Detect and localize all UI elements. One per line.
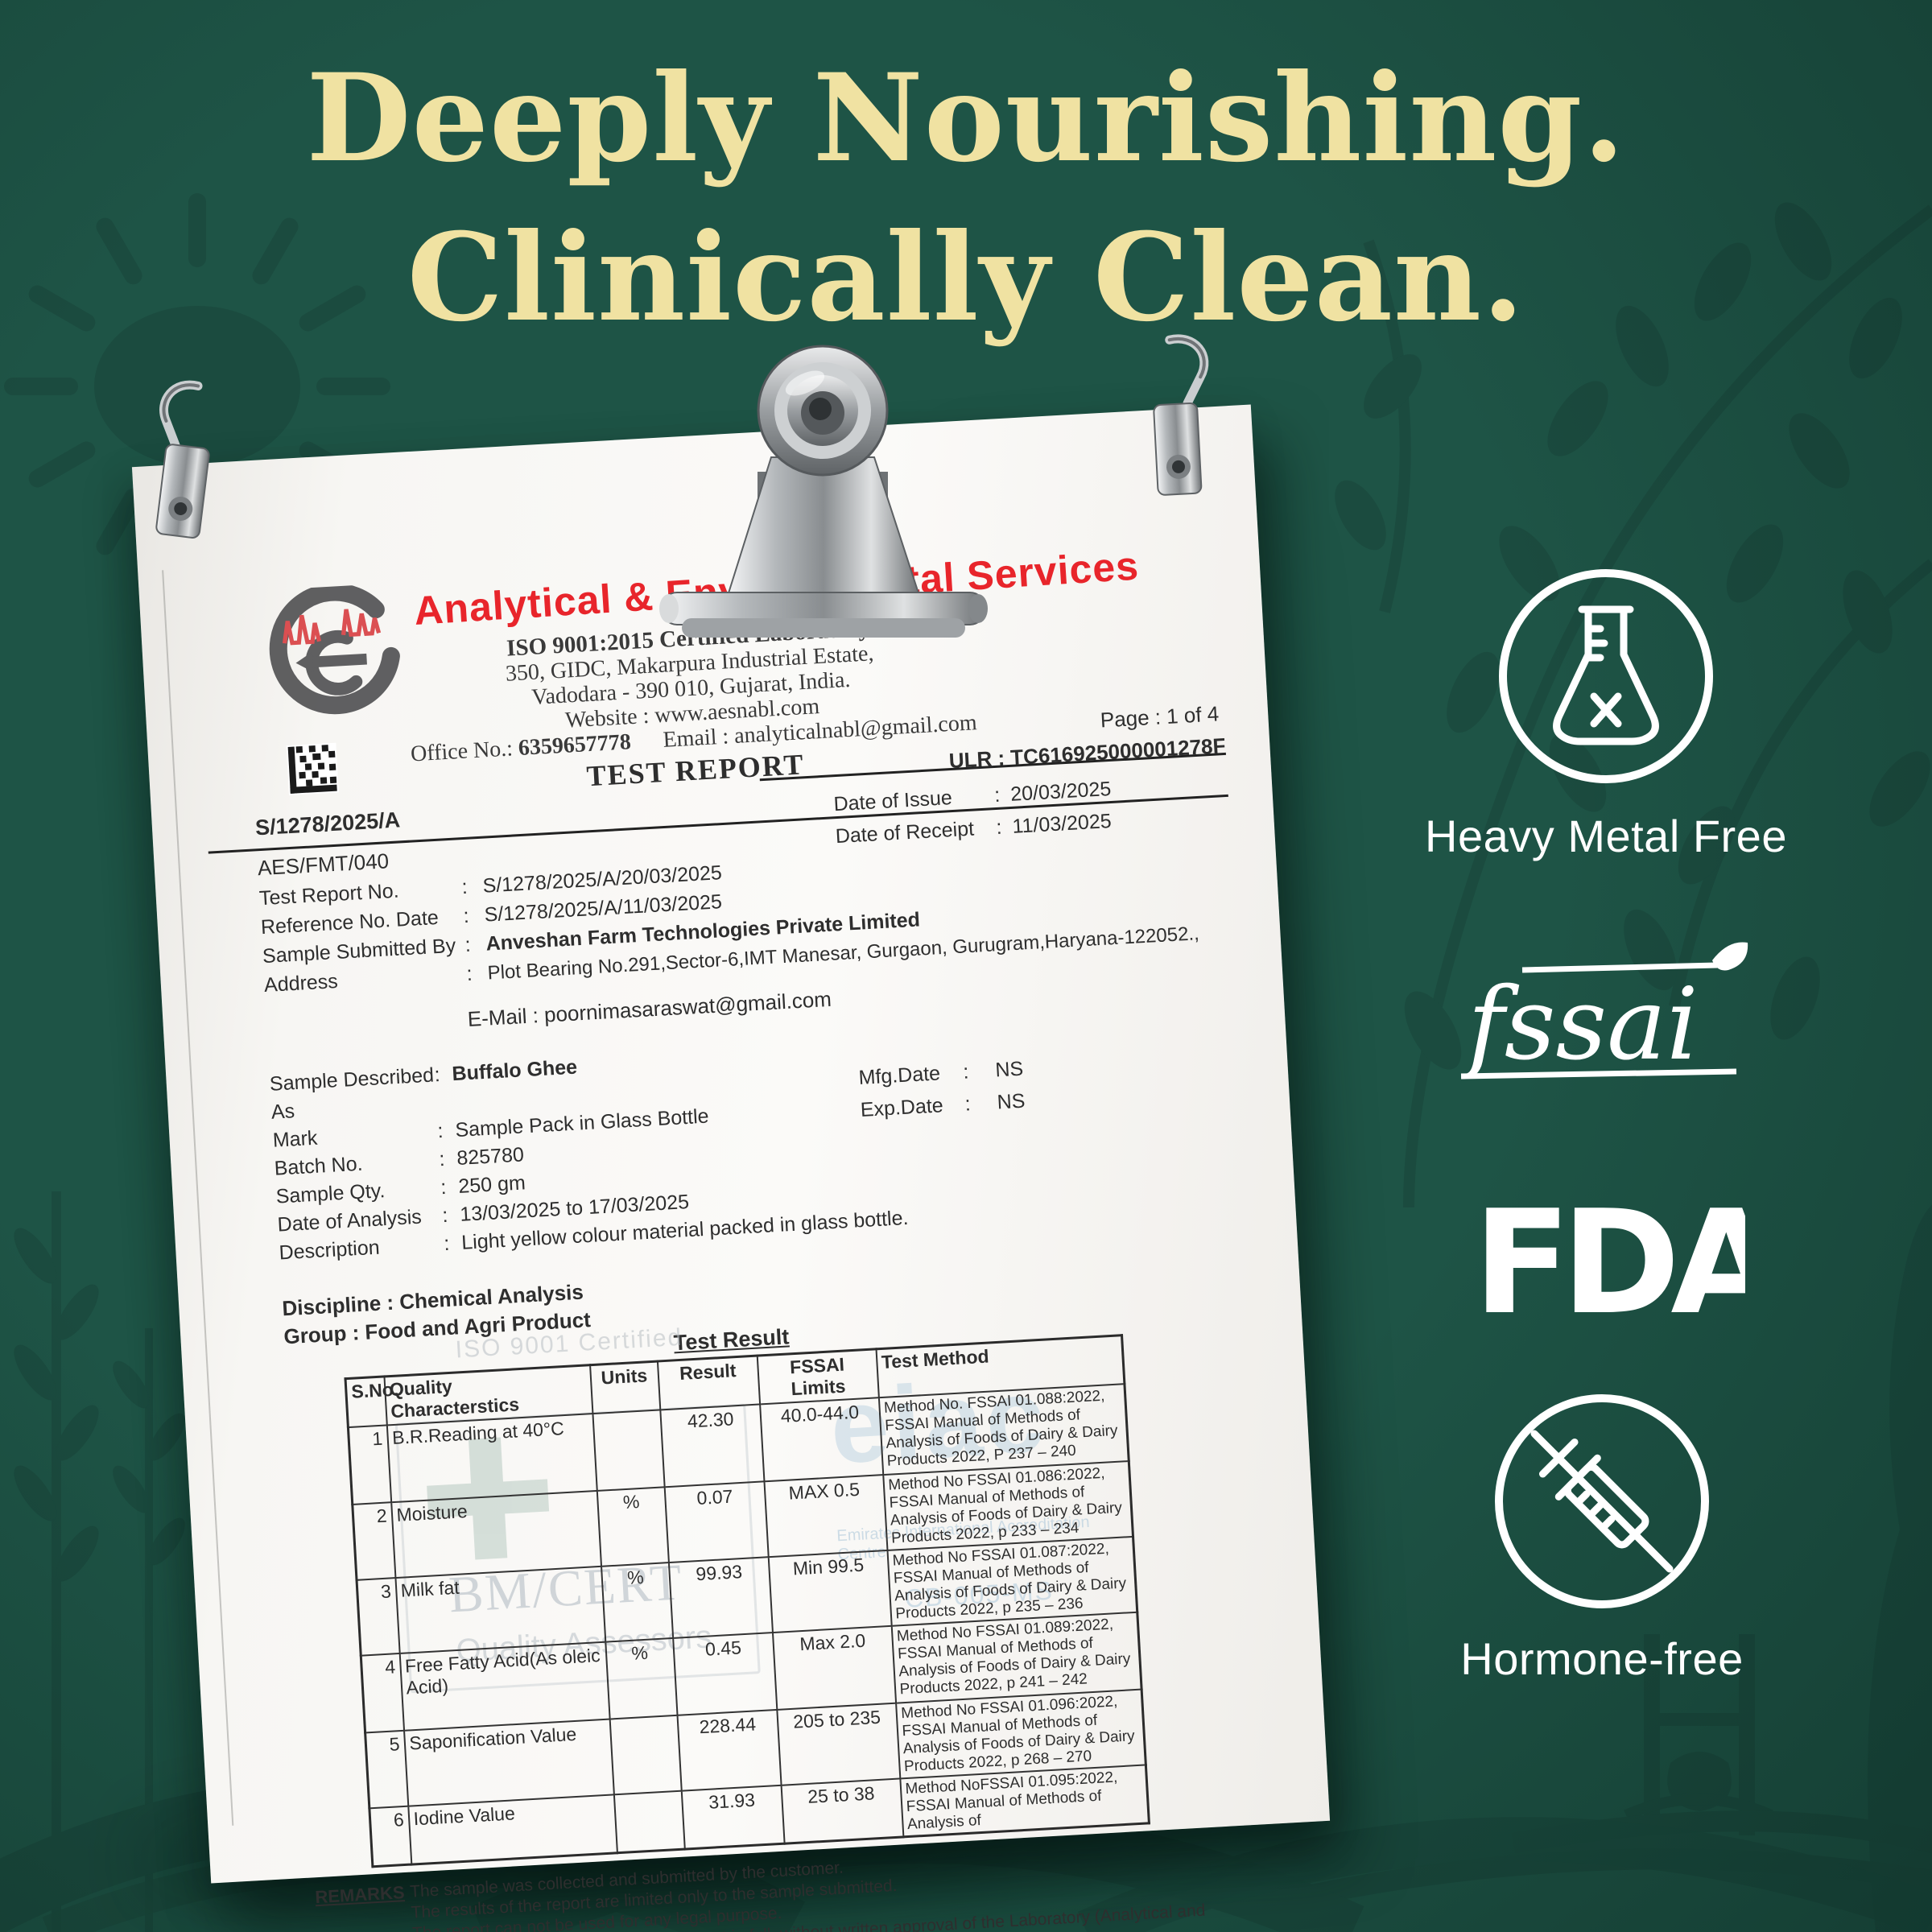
report-content: Analytical & Environmental Services ISO … <box>132 405 1330 1932</box>
page-number: Page : 1 of 4 <box>1100 701 1220 733</box>
leaf-icon <box>1712 942 1748 971</box>
cell-result: 0.45 <box>672 1633 777 1715</box>
cell-characteristic: Free Fatty Acid(As oleic Acid) <box>399 1641 610 1731</box>
cell-limit: 25 to 38 <box>781 1778 903 1844</box>
colon: : <box>443 1232 451 1256</box>
colon: : <box>433 1063 441 1087</box>
colon: : <box>464 933 472 957</box>
colon: : <box>964 1092 972 1116</box>
fda-text: FDA <box>1480 1179 1745 1346</box>
fssai-logo: fssai <box>1460 942 1748 1083</box>
colon: : <box>962 1060 970 1084</box>
cell-units: % <box>601 1563 673 1642</box>
cell-method: Method No. FSSAI 01.088:2022, FSSAI Manu… <box>878 1384 1129 1476</box>
cell-characteristic: B.R.Reading at 40°C <box>386 1414 597 1503</box>
headline-line2: Clinically Clean. <box>407 207 1525 349</box>
col-units: Units <box>589 1361 660 1414</box>
col-sno: S.No. <box>345 1377 399 1428</box>
cell-method: Method No FSSAI 01.096:2022, FSSAI Manua… <box>895 1689 1146 1779</box>
cell-sno: 4 <box>361 1653 404 1733</box>
colon: : <box>462 904 470 928</box>
cell-method: Method No FSSAI 01.087:2022, FSSAI Manua… <box>886 1536 1137 1626</box>
flask-cross-icon <box>1499 569 1713 783</box>
sample-label: Sample Described As <box>269 1063 435 1124</box>
cell-result: 228.44 <box>677 1709 782 1791</box>
fssai-text: fssai <box>1461 967 1699 1083</box>
cell-method: Method No FSSAI 01.086:2022, FSSAI Manua… <box>882 1461 1133 1550</box>
col-limits: FSSAI Limits <box>757 1348 879 1405</box>
cell-limit: Min 99.5 <box>768 1550 892 1633</box>
corner-clip-left <box>155 380 210 539</box>
cell-sno: 3 <box>357 1578 400 1656</box>
cell-sno: 6 <box>369 1806 411 1867</box>
cell-method: Method No FSSAI 01.089:2022, FSSAI Manua… <box>891 1612 1142 1703</box>
colon: : <box>441 1203 449 1228</box>
badge-hormone-free: Hormone-free <box>1360 1381 1843 1685</box>
headline-line1: Deeply Nourishing. <box>306 47 1626 189</box>
cell-sno: 2 <box>352 1502 395 1580</box>
badge-label: Heavy Metal Free <box>1425 811 1787 861</box>
cell-limit: 40.0-44.0 <box>759 1397 883 1482</box>
colon: : <box>993 783 1001 807</box>
cell-characteristic: Saponification Value <box>403 1719 614 1806</box>
badge-fda: FDA <box>1473 1159 1790 1364</box>
cell-units <box>592 1410 665 1491</box>
cell-limit: MAX 0.5 <box>763 1475 887 1558</box>
report-header: Analytical & Environmental Services ISO … <box>242 535 1226 805</box>
corner-clip-right <box>1153 334 1209 496</box>
cell-units <box>609 1715 682 1795</box>
office-label: Office No.: <box>410 736 514 767</box>
syringe-crossed-icon <box>1495 1394 1709 1608</box>
cell-result: 99.93 <box>668 1557 773 1638</box>
results-table: S.No. Quality Characterstics Units Resul… <box>344 1334 1150 1868</box>
sample-section: Sample Described As : Buffalo Ghee Mark … <box>269 1016 1252 1267</box>
cell-characteristic: Iodine Value <box>407 1794 617 1865</box>
badge-fssai: fssai <box>1445 938 1767 1103</box>
cell-sno: 5 <box>365 1730 408 1809</box>
cell-units: % <box>605 1637 678 1719</box>
test-report-document: Analytical & Environmental Services ISO … <box>131 404 1331 1932</box>
col-result: Result <box>657 1356 760 1410</box>
cell-result: 31.93 <box>681 1785 785 1850</box>
cell-result: 0.07 <box>664 1481 769 1563</box>
bulldog-clip <box>659 345 988 638</box>
colon: : <box>438 1147 446 1171</box>
office-number: 6359657778 <box>518 729 632 761</box>
cell-sno: 1 <box>348 1425 391 1505</box>
cell-result: 42.30 <box>659 1404 764 1488</box>
cell-limit: 205 to 235 <box>776 1703 900 1785</box>
colon: : <box>465 962 473 985</box>
badge-label: Hormone-free <box>1460 1633 1744 1684</box>
aes-lab-logo <box>269 583 400 715</box>
remarks-label: REMARKS <box>314 1882 406 1908</box>
badge-heavy-metal-free: Heavy Metal Free <box>1364 559 1847 862</box>
cell-characteristic: Moisture <box>390 1490 601 1579</box>
colon: : <box>436 1119 444 1143</box>
cell-limit: Max 2.0 <box>772 1625 896 1710</box>
colon: : <box>995 815 1003 839</box>
headline: Deeply Nourishing. Clinically Clean. <box>0 39 1932 357</box>
cell-units <box>613 1790 685 1853</box>
colon: : <box>460 875 469 899</box>
cell-units: % <box>597 1487 669 1567</box>
qr-code <box>286 742 339 795</box>
test-result-table: ISO 9001 Certified BM/CERT Quality Asses… <box>343 1306 1150 1868</box>
colon: : <box>440 1175 448 1199</box>
cell-characteristic: Milk fat <box>394 1566 605 1653</box>
date-label: Exp.Date <box>860 1094 944 1121</box>
fda-logo: FDA <box>1473 1179 1790 1346</box>
